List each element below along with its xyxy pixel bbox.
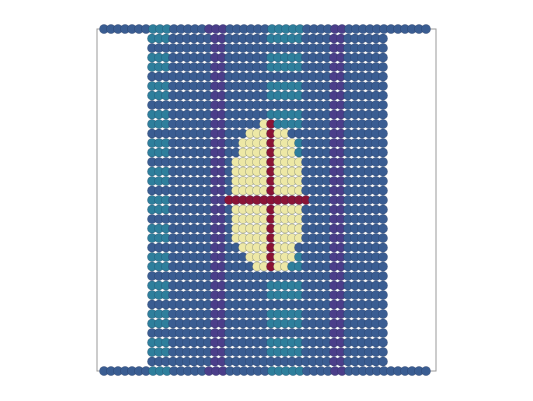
bead-row xyxy=(147,242,388,253)
bead-row xyxy=(147,128,388,139)
bead-row xyxy=(147,299,388,310)
bead xyxy=(378,299,388,310)
boundary-bead-row xyxy=(99,366,431,376)
bead-row xyxy=(147,176,388,186)
bead xyxy=(378,318,388,329)
bead-row xyxy=(147,109,388,120)
bead-layer xyxy=(99,24,431,376)
bead xyxy=(378,62,388,72)
bead-row xyxy=(147,328,388,338)
bead-row xyxy=(147,233,388,243)
bead-row xyxy=(147,214,388,224)
bead xyxy=(378,81,388,91)
bead-row xyxy=(147,347,388,357)
bead-row xyxy=(147,81,388,91)
bead xyxy=(378,242,388,253)
bead xyxy=(378,204,388,215)
bead xyxy=(378,223,388,234)
bead xyxy=(378,138,388,148)
bead-row xyxy=(147,43,388,53)
bead-row xyxy=(147,318,388,329)
bead-row xyxy=(147,290,388,300)
bead xyxy=(378,290,388,300)
bead xyxy=(378,347,388,357)
bead-row xyxy=(147,147,388,158)
bead-row xyxy=(147,280,388,291)
bead xyxy=(378,109,388,120)
bead xyxy=(378,100,388,110)
bead-row xyxy=(147,119,388,129)
bead xyxy=(378,43,388,53)
bead-row xyxy=(147,271,388,281)
bead-row xyxy=(147,138,388,148)
bead xyxy=(378,128,388,139)
bead xyxy=(378,195,388,205)
boundary-bead-row xyxy=(99,24,431,34)
bead xyxy=(378,185,388,196)
bead xyxy=(378,33,388,44)
bead xyxy=(421,24,431,34)
bead-row xyxy=(147,33,388,44)
bead xyxy=(378,90,388,101)
bead-row xyxy=(147,204,388,215)
bead xyxy=(378,271,388,281)
bead-row xyxy=(147,62,388,72)
bead-row xyxy=(147,309,388,319)
bead-row xyxy=(147,356,388,367)
bead-row xyxy=(147,52,388,63)
bead-row xyxy=(147,166,388,177)
bead xyxy=(378,119,388,129)
bead xyxy=(378,176,388,186)
bead xyxy=(378,309,388,319)
bead xyxy=(378,52,388,63)
bead-row xyxy=(147,100,388,110)
bead-row xyxy=(147,261,388,272)
bead xyxy=(378,166,388,177)
bead-row xyxy=(147,223,388,234)
bead xyxy=(378,157,388,167)
bead xyxy=(378,328,388,338)
bead xyxy=(378,214,388,224)
bead xyxy=(378,252,388,262)
bead xyxy=(378,337,388,348)
bead-row xyxy=(147,71,388,82)
bead-row xyxy=(147,252,388,262)
bead xyxy=(378,356,388,367)
bead xyxy=(378,147,388,158)
bead-row xyxy=(147,337,388,348)
bead-row xyxy=(147,90,388,101)
bead-row xyxy=(147,195,388,205)
bead xyxy=(378,261,388,272)
bead xyxy=(378,280,388,291)
bead-row xyxy=(147,157,388,167)
bead-row xyxy=(147,185,388,196)
bead xyxy=(378,233,388,243)
bead xyxy=(378,71,388,82)
bead xyxy=(421,366,431,376)
